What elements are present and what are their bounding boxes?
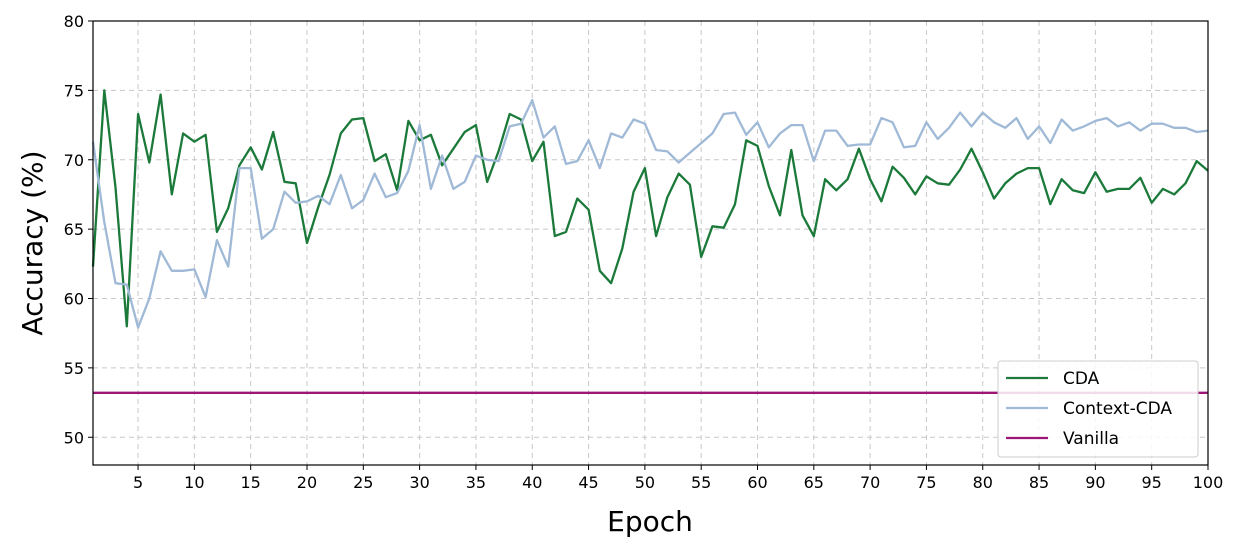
x-tick-label: 10 — [184, 473, 204, 492]
x-tick-label: 90 — [1085, 473, 1105, 492]
legend-label-context-cda: Context-CDA — [1063, 399, 1172, 419]
y-tick-label: 65 — [64, 220, 84, 239]
x-tick-label: 85 — [1029, 473, 1049, 492]
y-axis-ticks: 50 55 60 65 70 75 80 — [64, 12, 93, 447]
x-tick-label: 30 — [409, 473, 429, 492]
x-axis-title: Epoch — [607, 505, 693, 538]
legend: CDA Context-CDA Vanilla — [997, 360, 1199, 458]
legend-label-vanilla: Vanilla — [1063, 429, 1119, 449]
x-axis-ticks: 5 10 15 20 25 30 35 40 45 50 55 60 65 70 75 80 85 90 95 100 — [133, 465, 1223, 492]
x-tick-label: 35 — [466, 473, 486, 492]
x-tick-label: 15 — [240, 473, 260, 492]
series-lines — [91, 89, 1209, 394]
x-tick-label: 40 — [522, 473, 542, 492]
series-line-context-cda — [91, 98, 1209, 329]
y-tick-label: 70 — [64, 151, 84, 170]
x-tick-label: 75 — [916, 473, 936, 492]
y-tick-label: 75 — [64, 81, 84, 100]
legend-label-cda: CDA — [1063, 369, 1100, 389]
x-tick-label: 50 — [635, 473, 655, 492]
y-tick-label: 60 — [64, 290, 84, 309]
y-axis-title: Accuracy (%) — [16, 150, 49, 335]
x-tick-label: 80 — [973, 473, 993, 492]
x-tick-label: 55 — [691, 473, 711, 492]
series-line-cda — [91, 89, 1209, 328]
x-tick-label: 25 — [353, 473, 373, 492]
x-tick-label: 65 — [804, 473, 824, 492]
legend-box — [997, 360, 1199, 458]
x-tick-label: 95 — [1142, 473, 1162, 492]
y-tick-label: 55 — [64, 359, 84, 378]
x-tick-label: 5 — [133, 473, 143, 492]
x-tick-label: 100 — [1193, 473, 1224, 492]
y-tick-label: 80 — [64, 12, 84, 31]
x-tick-label: 45 — [578, 473, 598, 492]
x-tick-label: 60 — [747, 473, 767, 492]
x-tick-label: 20 — [297, 473, 317, 492]
y-tick-label: 50 — [64, 428, 84, 447]
plot-frame — [92, 20, 1209, 466]
x-tick-label: 70 — [860, 473, 880, 492]
